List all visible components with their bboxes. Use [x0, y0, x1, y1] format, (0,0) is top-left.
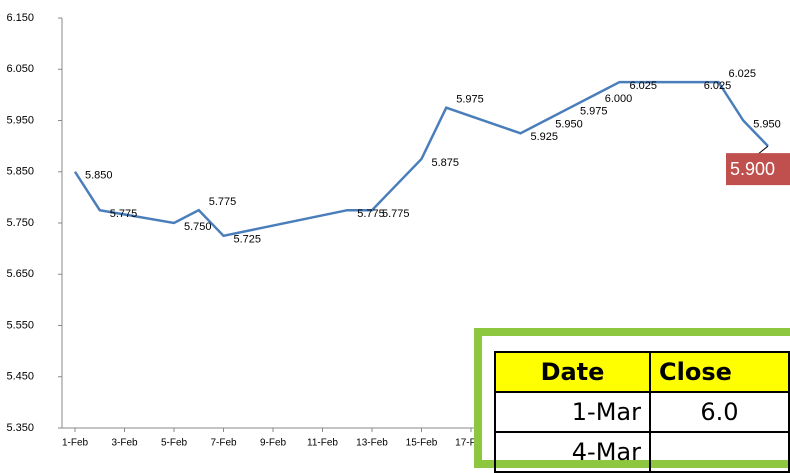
x-tick-label: 17-Feb — [455, 438, 487, 449]
data-label: 5.975 — [456, 94, 484, 106]
data-label: 5.850 — [85, 170, 113, 182]
page: {"chart_data": {"type": "line", "x": ["1… — [6, 11, 790, 473]
x-tick-label: 9-Feb — [260, 438, 287, 449]
header-cell: Date — [494, 351, 651, 393]
header-cell: Close — [649, 351, 790, 393]
y-tick-label: 5.550 — [6, 319, 34, 331]
x-tick-label: 1-Feb — [62, 438, 89, 449]
data-label: 5.775 — [209, 196, 237, 208]
x-tick-label: 13-Feb — [356, 438, 388, 449]
y-tick-label: 6.150 — [6, 12, 34, 24]
y-tick-label: 5.850 — [6, 166, 34, 178]
x-tick-label: 11-Feb — [307, 438, 338, 449]
y-tick-label: 6.050 — [6, 63, 34, 75]
date-cell: 1-Mar — [494, 391, 651, 433]
data-label: 5.775 — [110, 208, 138, 220]
data-label: 5.950 — [555, 118, 583, 130]
data-label: 6.025 — [630, 80, 658, 92]
data-label: 5.750 — [184, 221, 212, 233]
data-label: 6.025 — [729, 68, 757, 80]
data-label: 6.000 — [605, 93, 633, 105]
x-tick-label: 7-Feb — [210, 438, 237, 449]
x-tick-label: 5-Feb — [161, 438, 188, 449]
data-label: 5.725 — [234, 234, 262, 246]
y-tick-label: 5.950 — [6, 114, 34, 126]
chart: 5.350 5.450 5.550 5.650 5.750 5.850 5.950 6.050… — [6, 12, 790, 449]
data-label: 5.950 — [753, 118, 781, 130]
date-cell: 4-Mar — [494, 431, 651, 473]
data-label: 5.925 — [531, 131, 559, 143]
data-label: 5.775 — [382, 208, 410, 220]
data-label: 5.975 — [580, 106, 608, 118]
data-label: 5.775 — [357, 208, 385, 220]
data-label: 5.875 — [432, 157, 460, 169]
y-tick-label: 5.650 — [6, 268, 34, 280]
price-line — [73, 80, 769, 238]
x-tick-label: 3-Feb — [111, 438, 138, 449]
price-table: Date Close 1-Mar 6.0 4-Mar — [494, 351, 790, 473]
close-cell — [649, 431, 790, 473]
x-tick-label: 15-Feb — [406, 438, 438, 449]
data-label: 6.025 — [704, 80, 732, 92]
y-tick-label: 5.350 — [6, 422, 34, 434]
close-cell: 6.0 — [649, 391, 790, 433]
y-tick-label: 5.750 — [6, 217, 34, 229]
y-tick-label: 5.450 — [6, 371, 34, 383]
callout-label: 5.900 — [730, 159, 775, 179]
callout-box — [726, 153, 790, 186]
callout-leader — [757, 145, 769, 155]
